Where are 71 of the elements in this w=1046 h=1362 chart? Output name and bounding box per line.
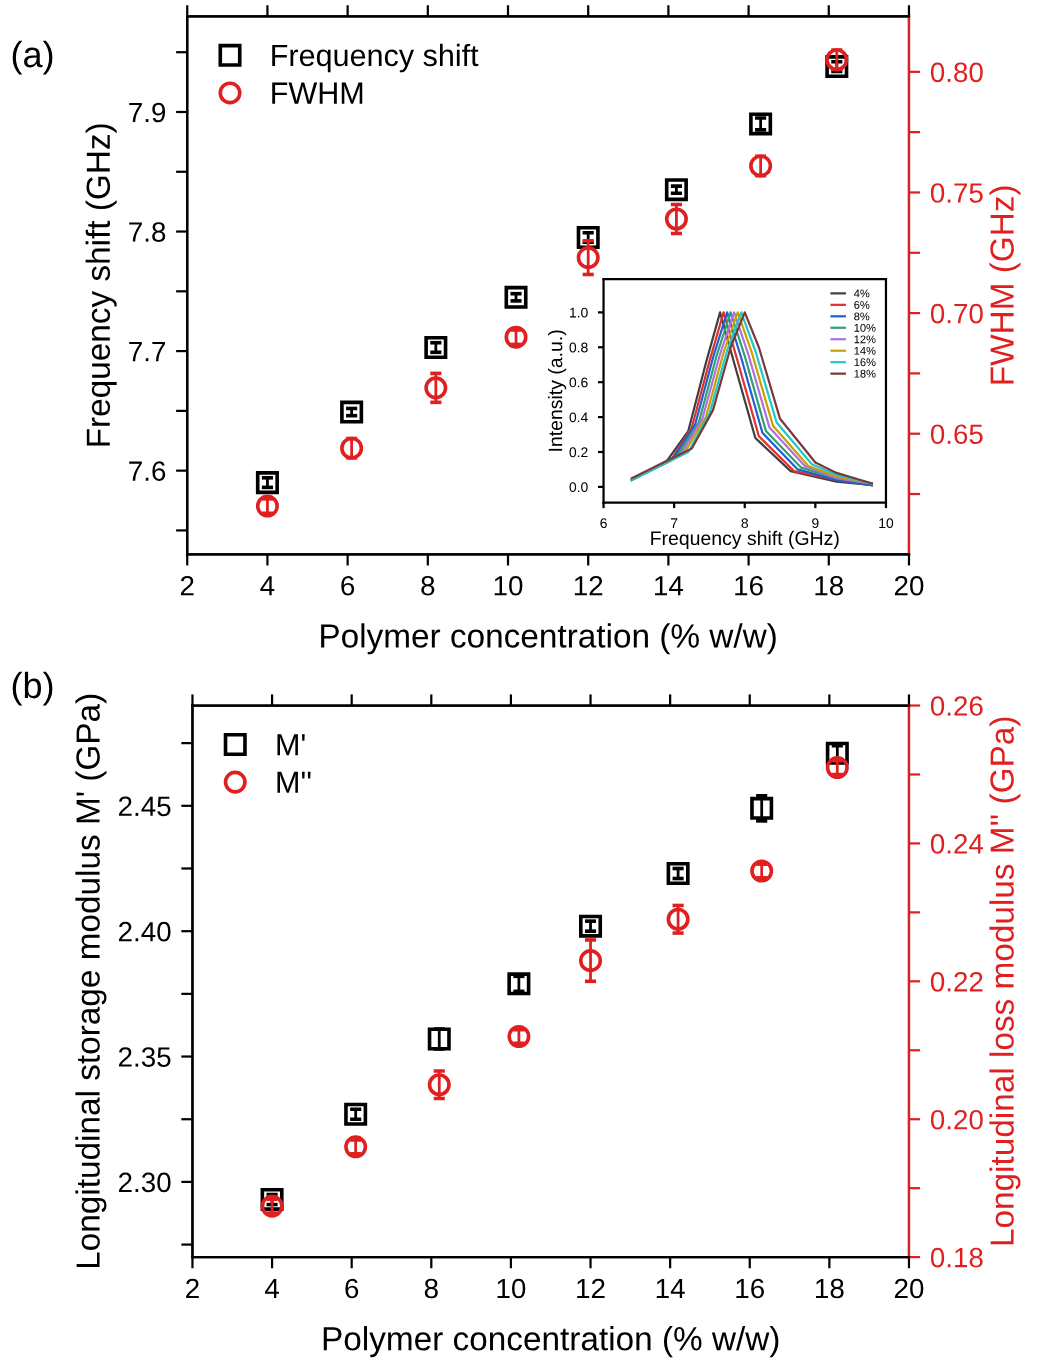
point — [749, 154, 773, 178]
x-tick-label: 4 — [264, 1278, 279, 1299]
y-tick-label: 7.8 — [129, 222, 166, 242]
point — [255, 471, 279, 495]
y2-tick-label: 0.65 — [930, 424, 983, 445]
x-tick-label: 16 — [736, 1278, 764, 1299]
point — [664, 207, 688, 231]
point — [749, 112, 773, 136]
point — [576, 225, 600, 250]
y2-tick-label: 0.70 — [930, 303, 983, 324]
point — [666, 861, 690, 886]
x-tick-label: 16 — [735, 575, 763, 596]
point — [825, 55, 849, 79]
y-tick-label: 2.40 — [118, 921, 171, 942]
x-tick-label: 12 — [574, 575, 603, 596]
x-tick-label: 6 — [341, 575, 355, 596]
y-tick-label: 2.45 — [118, 796, 171, 817]
y-tick-label: 2.30 — [118, 1172, 171, 1193]
point — [340, 436, 364, 460]
point — [424, 335, 448, 360]
x-tick-label: 18 — [816, 1278, 844, 1299]
x-tick-label: 8 — [421, 575, 435, 596]
x-axis-title: Polymer concentration (% w/w) — [321, 623, 776, 655]
y-axis-title: Longitudinal storage modulus M' (GPa) — [75, 694, 107, 1268]
y2-axis-title: Longitudinal loss modulus M'' (GPa) — [989, 717, 1021, 1245]
y-tick-label: 7.6 — [129, 461, 166, 481]
x-tick-label: 14 — [656, 1278, 685, 1299]
x-tick-label: 10 — [497, 1278, 526, 1299]
y2-axis-title: FWHM (GHz) — [989, 186, 1021, 384]
point — [578, 949, 603, 973]
y-tick-label: 7.9 — [129, 102, 166, 123]
y-tick-label: 2.35 — [118, 1047, 171, 1067]
x-tick-label: 2 — [186, 1278, 199, 1299]
point — [664, 178, 688, 202]
y-axis-title: Intensity (a.u.) — [548, 330, 567, 451]
y2-tick-label: 0.18 — [930, 1247, 983, 1268]
x-tick-label: 14 — [655, 576, 684, 596]
legend-label: FWHM — [272, 82, 363, 104]
x-tick-label: 6 — [345, 1278, 359, 1299]
x-tick-label: 4 — [260, 576, 275, 596]
legend-label: M' — [277, 734, 305, 756]
text: (b) — [12, 671, 53, 706]
y2-tick-label: 0.20 — [930, 1109, 983, 1130]
legend-label: M'' — [277, 771, 311, 793]
x-tick-label: 20 — [894, 575, 924, 596]
point — [750, 796, 774, 820]
y-tick-label: 7.7 — [129, 342, 166, 362]
point — [260, 1187, 284, 1211]
y2-tick-label: 0.80 — [930, 62, 983, 83]
x-axis-title: Frequency shift (GHz) — [651, 530, 839, 549]
point — [576, 246, 600, 270]
legend-label: Frequency shift — [272, 43, 479, 73]
x-tick-label: 10 — [494, 575, 523, 596]
point — [255, 494, 279, 518]
y-axis-title: Frequency shift (GHz) — [85, 124, 117, 446]
x-tick-label: 8 — [424, 1278, 438, 1299]
x-axis-title: Polymer concentration (% w/w) — [323, 1326, 779, 1358]
text: (a) — [12, 40, 53, 75]
x-tick-label: 2 — [180, 575, 194, 596]
y2-tick-label: 0.26 — [930, 696, 983, 716]
x-tick-label: 20 — [894, 1278, 924, 1299]
point — [344, 1102, 368, 1126]
y2-tick-label: 0.75 — [930, 183, 983, 203]
point — [578, 914, 603, 938]
point — [340, 400, 364, 424]
x-tick-label: 12 — [577, 1278, 605, 1299]
y2-tick-label: 0.24 — [930, 834, 984, 854]
point — [504, 285, 528, 309]
point — [424, 376, 448, 400]
y2-tick-label: 0.22 — [930, 971, 983, 992]
x-tick-label: 18 — [815, 575, 844, 596]
